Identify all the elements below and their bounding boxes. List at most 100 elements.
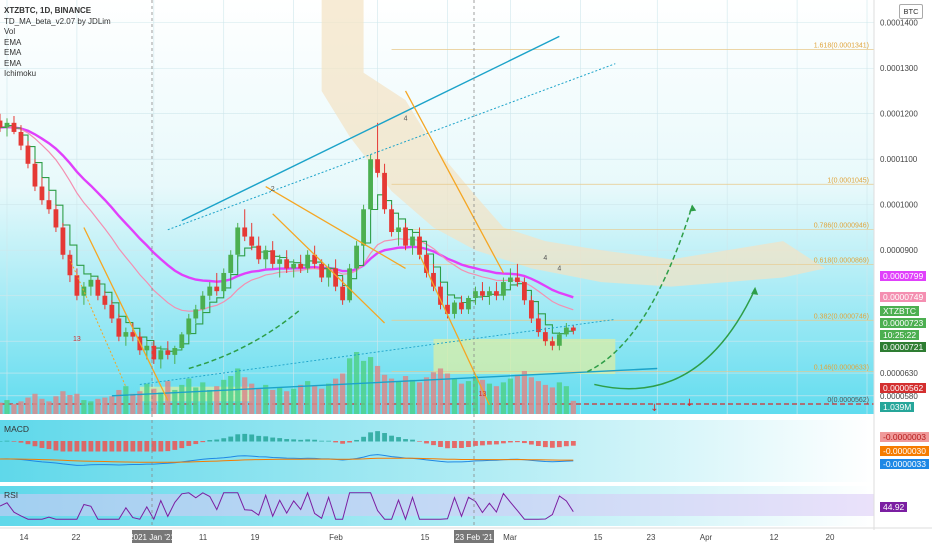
macd-hist-52 — [361, 436, 366, 442]
macd-hist-16 — [109, 441, 115, 452]
volume-bar-65 — [451, 378, 458, 414]
channel-orange-5 — [83, 227, 169, 401]
macd-hist-24 — [165, 441, 171, 452]
candle-body-23 — [158, 350, 164, 360]
volume-bar-20 — [137, 391, 143, 414]
volume-bar-30 — [207, 389, 213, 414]
currency-badge[interactable]: BTC — [899, 4, 923, 19]
candle-body-13 — [88, 279, 94, 287]
time-axis-label-5: Feb — [329, 533, 343, 542]
channel-orange-1 — [265, 185, 406, 269]
macd-hist-79 — [549, 441, 555, 448]
volume-bar-57 — [395, 381, 402, 414]
macd-hist-11 — [74, 441, 80, 452]
price-tag-4: 10:25:22 — [880, 330, 920, 340]
candle-body-4 — [25, 145, 31, 164]
candle-body-68 — [473, 291, 478, 298]
volume-bar-21 — [144, 383, 150, 414]
legend-indicator-6[interactable]: Ichimoku — [4, 69, 37, 78]
macd-hist-48 — [333, 441, 339, 443]
candle-body-69 — [480, 291, 485, 296]
volume-bar-68 — [472, 376, 479, 414]
volume-bar-54 — [374, 365, 381, 414]
macd-hist-23 — [158, 441, 164, 452]
candle-body-7 — [46, 200, 52, 210]
candle-body-49 — [340, 286, 346, 301]
candle-body-54 — [375, 159, 380, 173]
volume-bar-44 — [305, 381, 311, 414]
rsi-line — [0, 491, 574, 521]
macd-hist-8 — [53, 441, 59, 451]
volume-bar-36 — [249, 383, 255, 414]
price-axis-label-6: 0.0000630 — [880, 369, 918, 378]
price-tag-3: 0.0000723 — [880, 318, 927, 328]
volume-bar-11 — [74, 393, 80, 414]
macd-hist-20 — [137, 441, 143, 452]
candle-body-19 — [130, 332, 136, 337]
volume-bar-22 — [151, 388, 157, 414]
macd-hist-12 — [81, 441, 87, 452]
macd-hist-44 — [305, 439, 311, 442]
macd-hist-37 — [256, 435, 262, 442]
candle-body-5 — [32, 163, 38, 187]
macd-hist-26 — [179, 441, 185, 449]
fib-label-3: 0.618(0.0000869) — [814, 257, 869, 264]
candle-body-48 — [333, 268, 339, 287]
projection-dashed — [587, 205, 693, 373]
volume-bar-15 — [102, 397, 108, 414]
volume-bar-10 — [67, 395, 73, 414]
volume-bar-19 — [130, 393, 136, 414]
volume-bar-66 — [458, 383, 465, 414]
volume-bar-5 — [32, 393, 38, 414]
macd-hist-34 — [235, 434, 241, 442]
macd-hist-4 — [25, 441, 31, 445]
trendline-upper — [181, 35, 560, 222]
candle-body-73 — [508, 277, 513, 283]
volume-bar-77 — [535, 381, 541, 414]
candle-body-25 — [172, 348, 178, 355]
candle-body-58 — [403, 227, 408, 246]
candle-body-72 — [501, 282, 506, 296]
macd-hist-29 — [200, 441, 206, 443]
macd-hist-35 — [242, 433, 248, 442]
volume-bar-34 — [235, 368, 241, 414]
candle-body-62 — [431, 272, 436, 287]
macd-hist-38 — [263, 436, 269, 442]
candle-body-36 — [249, 236, 255, 246]
macd-hist-65 — [452, 441, 457, 448]
legend-indicator-4[interactable]: EMA — [4, 48, 22, 57]
candle-body-14 — [95, 279, 101, 296]
legend-indicator-2[interactable]: Vol — [4, 27, 16, 36]
volume-bar-49 — [340, 373, 346, 414]
macd-hist-53 — [368, 432, 373, 442]
time-axis-label-6: 15 — [421, 533, 430, 542]
candle-body-47 — [326, 268, 332, 278]
volume-bar-45 — [312, 386, 318, 414]
macd-hist-45 — [312, 439, 318, 442]
candle-body-34 — [235, 227, 241, 255]
macd-hist-82 — [570, 441, 576, 446]
legend-indicator-3[interactable]: EMA — [4, 37, 22, 47]
trendline-lower — [111, 367, 658, 397]
macd-hist-3 — [18, 441, 24, 443]
macd-hist-22 — [151, 441, 157, 452]
candle-body-74 — [515, 277, 520, 283]
macd-hist-67 — [466, 441, 471, 448]
legend-indicator-1[interactable]: TD_MA_beta_v2.07 by JDLim — [4, 16, 111, 26]
macd-hist-76 — [528, 441, 534, 445]
macd-hist-68 — [473, 441, 478, 446]
price-tag-0: 0.0000799 — [880, 271, 927, 281]
macd-hist-19 — [130, 441, 136, 452]
price-tag-1: 0.0000749 — [880, 292, 927, 302]
volume-bar-76 — [528, 377, 534, 414]
volume-bar-74 — [514, 374, 521, 414]
volume-bar-25 — [172, 389, 178, 414]
macd-hist-1 — [4, 440, 10, 442]
candle-body-24 — [165, 350, 171, 355]
legend-indicator-5[interactable]: EMA — [4, 58, 22, 68]
candle-body-15 — [102, 295, 108, 305]
volume-bar-28 — [193, 387, 199, 414]
candle-count-label-0: 13 — [73, 336, 81, 343]
